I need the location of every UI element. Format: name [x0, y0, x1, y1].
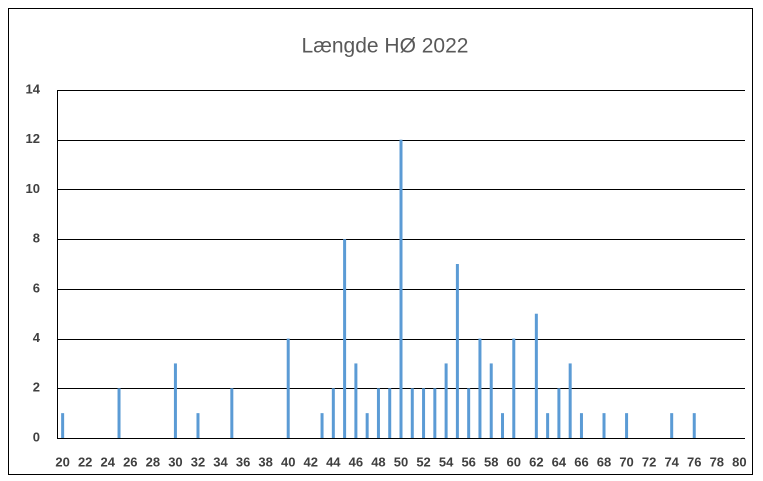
x-tick-label: 30: [168, 454, 182, 469]
x-tick-label: 28: [146, 454, 160, 469]
bar: [557, 388, 561, 438]
bar: [343, 239, 347, 438]
bar: [625, 413, 629, 438]
x-tick-label: 58: [484, 454, 498, 469]
y-tick-label: 6: [33, 280, 40, 295]
x-tick-label: 48: [371, 454, 385, 469]
x-tick-label: 64: [552, 454, 567, 469]
bar: [670, 413, 674, 438]
x-tick-label: 26: [123, 454, 137, 469]
x-tick-label: 68: [597, 454, 611, 469]
bar: [399, 139, 403, 438]
bar: [286, 338, 290, 438]
x-tick-label: 80: [732, 454, 746, 469]
x-tick-label: 20: [55, 454, 69, 469]
x-tick-label: 34: [213, 454, 228, 469]
bar: [331, 388, 335, 438]
bar: [230, 388, 234, 438]
bar: [579, 413, 583, 438]
y-tick-label: 10: [26, 181, 40, 196]
bar: [433, 388, 437, 438]
x-tick-label: 78: [710, 454, 724, 469]
bar: [546, 413, 550, 438]
x-tick-label: 66: [574, 454, 588, 469]
x-tick-label: 72: [642, 454, 656, 469]
bar: [365, 413, 369, 438]
chart-title: Længde HØ 2022: [302, 35, 469, 58]
bar: [692, 413, 696, 438]
x-tick-label: 52: [416, 454, 430, 469]
bar: [422, 388, 426, 438]
y-tick-label: 0: [33, 429, 40, 444]
bar: [568, 363, 572, 438]
bar: [196, 413, 200, 438]
y-tick-label: 8: [33, 231, 40, 246]
x-tick-label: 38: [258, 454, 272, 469]
x-tick-label: 24: [101, 454, 116, 469]
bar: [410, 388, 414, 438]
x-tick-label: 40: [281, 454, 295, 469]
y-tick-label: 2: [33, 380, 40, 395]
y-tick-label: 14: [26, 81, 41, 96]
x-tick-label: 74: [664, 454, 679, 469]
x-tick-label: 60: [507, 454, 521, 469]
x-tick-label: 62: [529, 454, 543, 469]
x-tick-label: 70: [619, 454, 633, 469]
bar: [117, 388, 121, 438]
bar: [489, 363, 493, 438]
x-tick-label: 46: [349, 454, 363, 469]
chart-border: [8, 8, 753, 475]
bar: [455, 264, 459, 438]
x-tick-label: 36: [236, 454, 250, 469]
x-tick-label: 32: [191, 454, 205, 469]
x-tick-label: 54: [439, 454, 454, 469]
bar: [354, 363, 358, 438]
bar: [444, 363, 448, 438]
bar: [512, 338, 516, 438]
x-tick-label: 76: [687, 454, 701, 469]
x-tick-label: 44: [326, 454, 341, 469]
bar: [602, 413, 606, 438]
y-tick-label: 12: [26, 131, 40, 146]
x-tick-label: 22: [78, 454, 92, 469]
bar: [173, 363, 177, 438]
bar: [376, 388, 380, 438]
bar: [320, 413, 324, 438]
x-tick-label: 42: [304, 454, 318, 469]
bar: [478, 338, 482, 438]
x-tick-label: 56: [461, 454, 475, 469]
x-tick-label: 50: [394, 454, 408, 469]
bar: [388, 388, 392, 438]
bar: [534, 313, 538, 438]
bar: [467, 388, 471, 438]
bar: [501, 413, 505, 438]
y-tick-label: 4: [33, 330, 41, 345]
bar: [61, 413, 65, 438]
